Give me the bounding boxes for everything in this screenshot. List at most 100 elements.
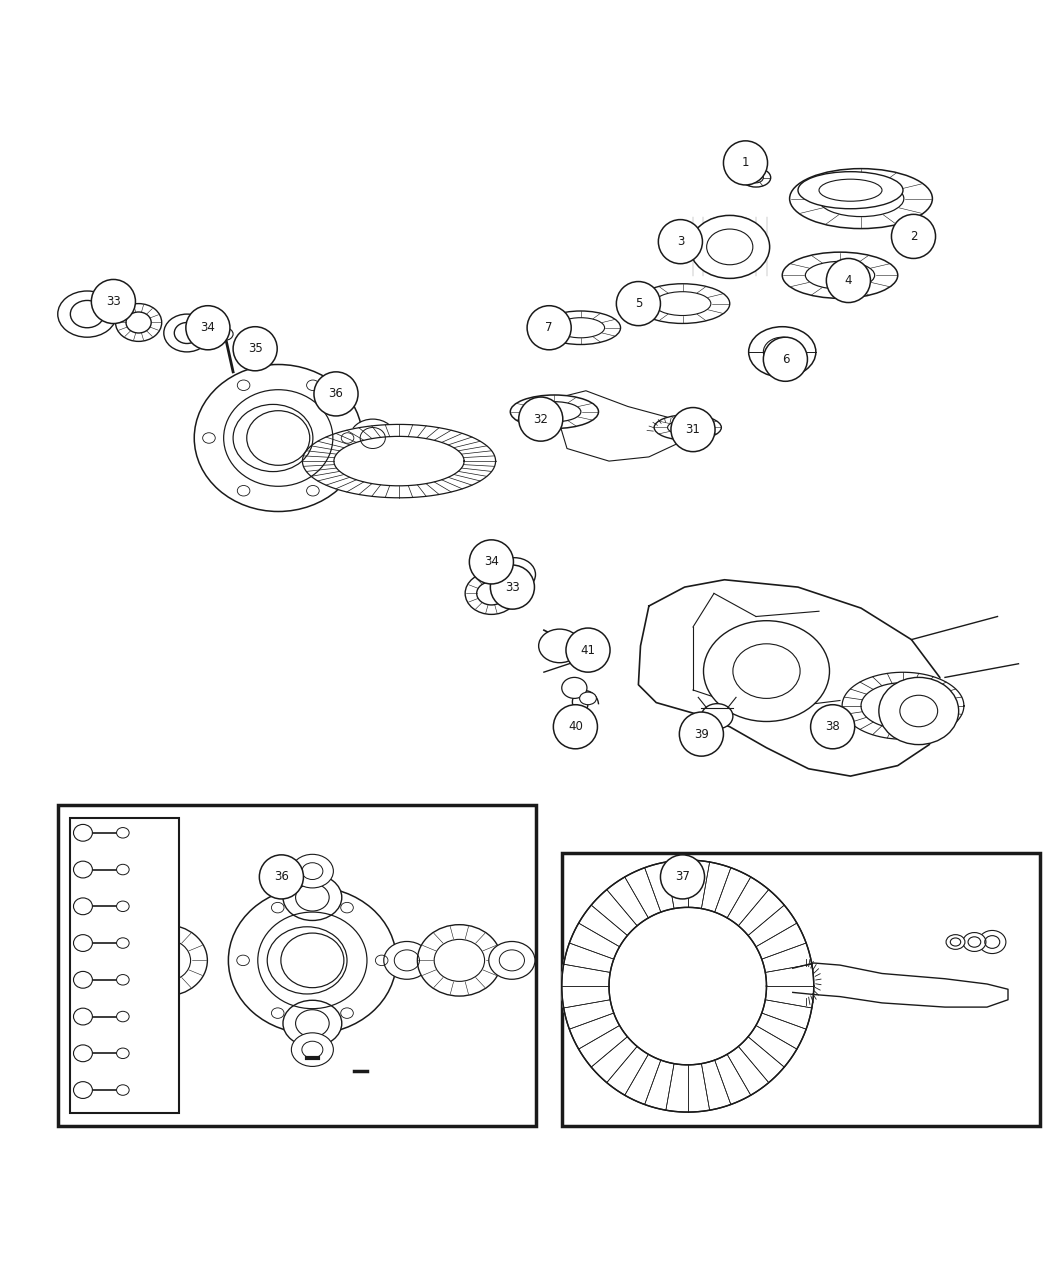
Ellipse shape xyxy=(124,924,208,996)
Ellipse shape xyxy=(292,1033,334,1066)
Text: 40: 40 xyxy=(568,720,583,733)
Circle shape xyxy=(891,214,936,259)
Ellipse shape xyxy=(117,1085,129,1095)
Text: 32: 32 xyxy=(533,413,548,426)
Ellipse shape xyxy=(117,827,129,838)
Circle shape xyxy=(314,372,358,416)
Text: 3: 3 xyxy=(676,235,685,249)
Ellipse shape xyxy=(216,328,233,340)
Circle shape xyxy=(679,711,723,756)
Circle shape xyxy=(763,337,807,381)
Circle shape xyxy=(723,140,768,185)
Text: 31: 31 xyxy=(686,423,700,436)
Ellipse shape xyxy=(963,932,986,951)
Ellipse shape xyxy=(946,935,965,950)
Text: 1: 1 xyxy=(741,157,750,170)
Ellipse shape xyxy=(284,1001,342,1047)
Circle shape xyxy=(469,539,513,584)
Circle shape xyxy=(616,282,660,325)
Ellipse shape xyxy=(74,1009,92,1025)
Text: 34: 34 xyxy=(484,556,499,569)
Circle shape xyxy=(259,854,303,899)
Ellipse shape xyxy=(384,941,430,979)
Ellipse shape xyxy=(117,974,129,986)
Ellipse shape xyxy=(609,908,766,1065)
Circle shape xyxy=(91,279,135,324)
Ellipse shape xyxy=(74,861,92,878)
Ellipse shape xyxy=(164,314,210,352)
Ellipse shape xyxy=(704,621,830,722)
Ellipse shape xyxy=(790,168,932,228)
Circle shape xyxy=(553,705,597,748)
Circle shape xyxy=(658,219,702,264)
Ellipse shape xyxy=(194,365,362,511)
Ellipse shape xyxy=(562,677,587,699)
Text: 33: 33 xyxy=(106,295,121,309)
Ellipse shape xyxy=(562,861,814,1112)
Text: 7: 7 xyxy=(545,321,553,334)
Ellipse shape xyxy=(654,414,721,440)
Polygon shape xyxy=(554,390,682,462)
Ellipse shape xyxy=(284,875,342,921)
Ellipse shape xyxy=(74,825,92,842)
Ellipse shape xyxy=(690,215,770,278)
Text: 36: 36 xyxy=(274,871,289,884)
Ellipse shape xyxy=(74,1081,92,1099)
Ellipse shape xyxy=(701,704,733,729)
Polygon shape xyxy=(562,861,814,1112)
Text: 5: 5 xyxy=(634,297,643,310)
Ellipse shape xyxy=(350,419,396,456)
Text: 33: 33 xyxy=(505,580,520,594)
Ellipse shape xyxy=(489,941,536,979)
Ellipse shape xyxy=(116,303,162,342)
Ellipse shape xyxy=(580,692,596,705)
Ellipse shape xyxy=(90,941,136,979)
Circle shape xyxy=(527,306,571,349)
Ellipse shape xyxy=(749,326,816,377)
Bar xyxy=(58,806,536,1126)
Polygon shape xyxy=(302,425,496,497)
Circle shape xyxy=(233,326,277,371)
Text: 6: 6 xyxy=(781,353,790,366)
Ellipse shape xyxy=(741,168,771,187)
Ellipse shape xyxy=(229,887,397,1034)
Text: 37: 37 xyxy=(675,871,690,884)
Ellipse shape xyxy=(58,291,117,337)
Circle shape xyxy=(811,705,855,748)
Ellipse shape xyxy=(539,629,581,663)
Ellipse shape xyxy=(465,572,518,615)
Text: 39: 39 xyxy=(694,728,709,741)
Ellipse shape xyxy=(117,1048,129,1058)
Text: 41: 41 xyxy=(581,644,595,657)
Ellipse shape xyxy=(74,935,92,951)
Circle shape xyxy=(490,565,534,609)
Ellipse shape xyxy=(117,864,129,875)
Circle shape xyxy=(671,408,715,451)
Ellipse shape xyxy=(74,898,92,914)
Bar xyxy=(70,819,178,1113)
Ellipse shape xyxy=(117,938,129,949)
Text: 4: 4 xyxy=(844,274,853,287)
Ellipse shape xyxy=(74,1046,92,1062)
Text: 2: 2 xyxy=(909,230,918,244)
Circle shape xyxy=(186,306,230,349)
Polygon shape xyxy=(638,580,945,776)
Text: 35: 35 xyxy=(248,342,262,356)
Ellipse shape xyxy=(782,252,898,298)
Ellipse shape xyxy=(635,284,730,324)
Text: 38: 38 xyxy=(825,720,840,733)
Circle shape xyxy=(826,259,870,302)
Ellipse shape xyxy=(510,395,598,428)
Text: 34: 34 xyxy=(201,321,215,334)
Ellipse shape xyxy=(74,972,92,988)
Ellipse shape xyxy=(117,901,129,912)
Ellipse shape xyxy=(494,557,536,592)
Ellipse shape xyxy=(418,924,502,996)
Circle shape xyxy=(660,854,705,899)
Bar xyxy=(562,853,1040,1126)
Circle shape xyxy=(566,629,610,672)
Ellipse shape xyxy=(979,931,1006,954)
Text: 36: 36 xyxy=(329,388,343,400)
Polygon shape xyxy=(842,672,964,740)
Polygon shape xyxy=(793,963,1008,1007)
